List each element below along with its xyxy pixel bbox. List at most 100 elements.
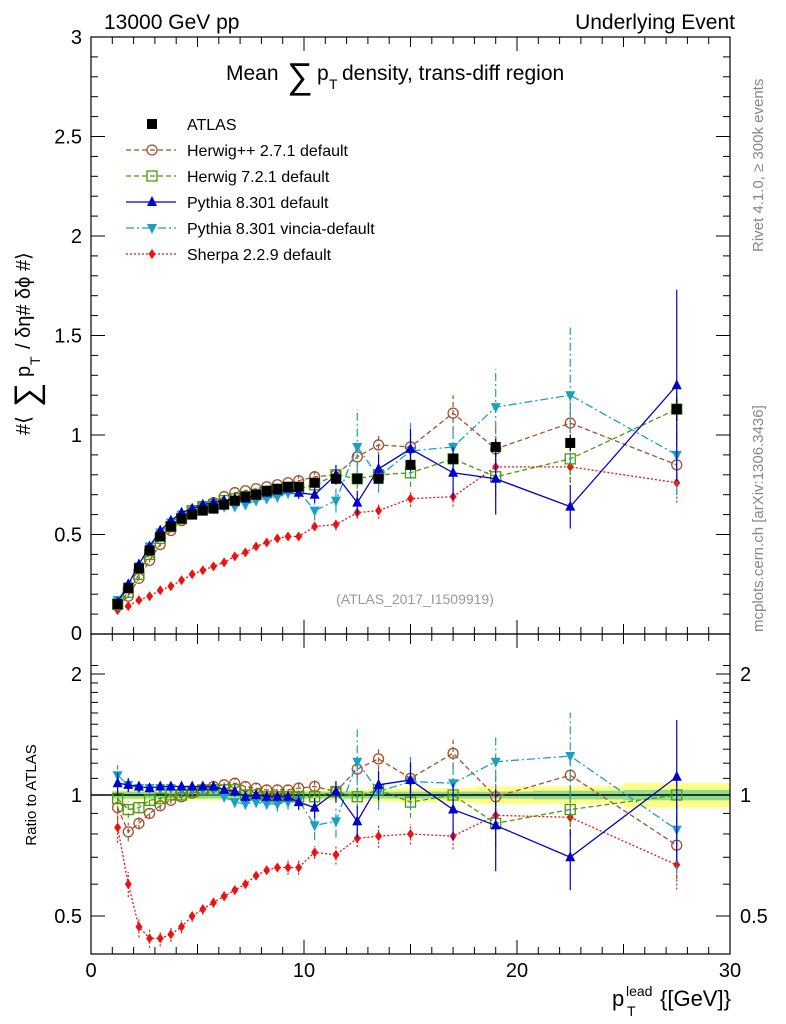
data-point — [123, 583, 134, 594]
top-axis-ticks — [90, 36, 731, 635]
y-tick-label-zero: 0 — [71, 623, 82, 645]
data-point — [219, 783, 230, 794]
data-point — [156, 933, 164, 944]
data-point — [167, 929, 175, 940]
data-point — [112, 599, 123, 610]
data-point — [165, 780, 176, 791]
data-point — [490, 757, 501, 768]
header-right: Underlying Event — [575, 11, 735, 34]
data-point — [671, 379, 682, 390]
data-point — [309, 477, 320, 488]
y-tick-label: 2 — [71, 226, 82, 248]
data-point — [252, 541, 260, 552]
data-point — [490, 441, 501, 452]
xlabel-unit: {[GeV]} — [660, 986, 731, 1011]
legend: ATLAS Herwig++ 2.7.1 default Herwig 7.2.… — [126, 117, 375, 264]
data-point — [407, 493, 414, 504]
series-pythia-8-301-default — [112, 289, 682, 607]
legend-label: Herwig 7.2.1 default — [187, 169, 330, 186]
data-point — [261, 799, 272, 810]
y-tick-label: 3 — [71, 27, 82, 49]
data-point — [124, 879, 132, 890]
legend-item-sherpa: Sherpa 2.2.9 default — [126, 247, 332, 264]
data-point — [197, 780, 208, 791]
data-point — [332, 849, 340, 860]
data-point — [240, 799, 251, 810]
data-point — [187, 780, 198, 791]
data-point — [295, 862, 303, 873]
data-point — [353, 833, 361, 844]
data-point — [241, 879, 249, 890]
data-point — [372, 439, 385, 451]
legend-item-pythia: Pythia 8.301 default — [126, 195, 329, 212]
data-point — [311, 847, 319, 858]
series-line — [116, 814, 678, 939]
xlabel-sup: lead — [626, 983, 652, 999]
data-point — [122, 826, 134, 838]
ratio-series-herwig-2-7-1-default — [111, 739, 683, 880]
x-tick-label: 20 — [506, 960, 528, 982]
data-point — [309, 821, 320, 832]
data-point — [565, 391, 576, 402]
data-point — [352, 473, 363, 484]
legend-label: Pythia 8.301 vincia-default — [187, 221, 375, 238]
data-point — [188, 569, 196, 580]
data-point — [187, 509, 198, 520]
data-point — [272, 790, 283, 801]
data-point — [165, 521, 176, 532]
data-point — [448, 466, 459, 477]
data-point — [178, 921, 186, 932]
ylabel-sub: T — [27, 356, 43, 365]
data-point — [448, 453, 459, 464]
data-point — [146, 170, 158, 182]
ratio-axis-ticks — [90, 634, 731, 954]
data-point — [112, 777, 123, 788]
data-point — [176, 780, 187, 791]
data-point — [373, 462, 384, 473]
data-point — [231, 885, 239, 896]
data-point — [372, 753, 385, 765]
data-point — [209, 561, 217, 572]
data-point — [375, 505, 383, 516]
data-point — [231, 551, 239, 562]
data-point — [447, 407, 459, 419]
legend-marker-atlas — [147, 119, 157, 129]
data-point — [405, 773, 416, 784]
x-tick-label: 10 — [293, 960, 315, 982]
ylabel-post: / δη# δϕ #⟩ — [13, 252, 35, 349]
legend-item-vincia: Pythia 8.301 vincia-default — [126, 221, 375, 238]
data-point — [309, 506, 320, 517]
title-sub: T — [329, 76, 338, 92]
title-sigma: ∑ — [287, 55, 313, 96]
data-point — [309, 801, 320, 812]
data-point — [167, 581, 175, 592]
data-point — [565, 851, 576, 862]
data-point — [241, 547, 249, 558]
legend-item-herwigpp: Herwig++ 2.7.1 default — [126, 143, 349, 160]
data-point — [133, 780, 144, 791]
legend-item-atlas: ATLAS — [147, 117, 237, 134]
data-point — [155, 531, 166, 542]
ylabel-pre: #⟨ — [13, 416, 35, 435]
xlabel-p: p — [612, 986, 624, 1011]
data-point — [199, 565, 207, 576]
data-point — [240, 491, 251, 502]
y-tick-label: 2.5 — [54, 127, 82, 149]
data-point — [565, 500, 576, 511]
data-point — [240, 790, 251, 801]
data-point — [148, 249, 156, 259]
data-point — [490, 403, 501, 414]
data-point — [133, 563, 144, 574]
data-point — [220, 557, 228, 568]
data-point — [373, 473, 384, 484]
series-pythia-8-301-vincia-default — [112, 327, 682, 607]
data-point — [133, 802, 145, 814]
data-point — [283, 481, 294, 492]
data-point — [373, 778, 384, 789]
mcplots-label: mcplots.cern.ch [arXiv:1306.3436] — [750, 405, 767, 632]
y-axis-label: #⟨ ∑ p T / δη# δϕ #⟩ — [8, 252, 46, 435]
data-point — [490, 819, 501, 830]
series-line — [117, 752, 678, 846]
ratio-series-layer — [111, 712, 683, 948]
data-point — [251, 798, 262, 809]
